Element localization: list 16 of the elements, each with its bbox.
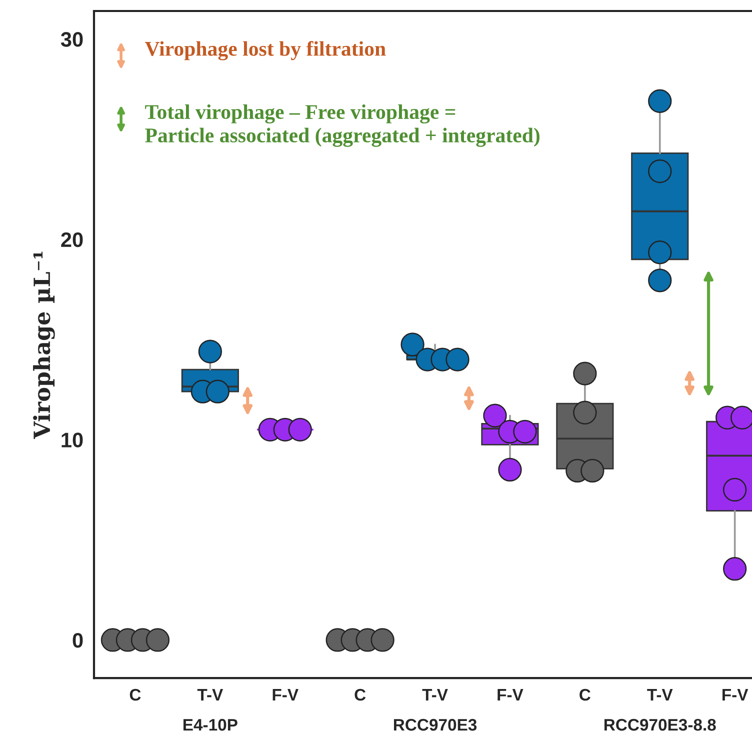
x-tick-label: T-V E4-10P xyxy=(183,689,238,731)
annotation: Virophage lost by filtration xyxy=(144,41,386,60)
y-tick-label: 10 xyxy=(62,432,83,448)
y-tick-label: 0 xyxy=(72,632,83,648)
x-tick-label: F-V xyxy=(498,689,524,701)
x-tick-label: F-V xyxy=(272,689,298,701)
x-tick-label: C xyxy=(580,688,590,701)
y-axis-title: Virophage µL⁻¹ xyxy=(33,252,55,439)
x-tick-label: F-V xyxy=(722,689,748,701)
x-tick-label: C xyxy=(130,688,141,701)
annotation: Total virophage – Free virophage = Particle associated (aggregated + integrated) xyxy=(145,104,540,147)
x-tick-label: T-V RCC970E3 xyxy=(394,689,477,731)
y-tick-label: 30 xyxy=(60,32,83,47)
x-tick-label: C xyxy=(354,688,366,701)
y-tick-label: 20 xyxy=(61,232,83,248)
x-tick-label: T-V RCC970E3-8.8 xyxy=(604,689,716,731)
